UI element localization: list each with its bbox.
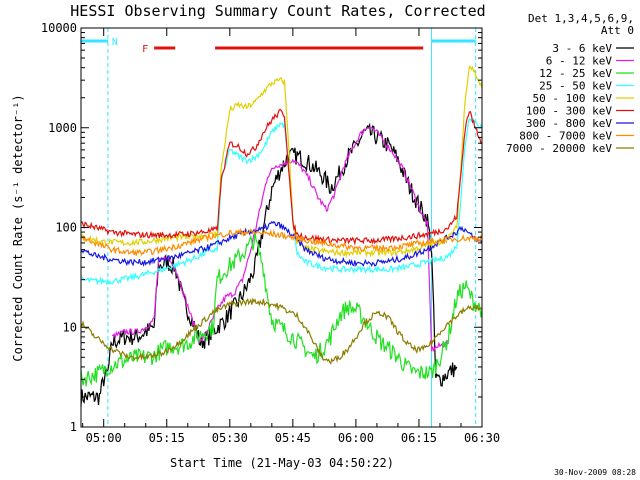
legend-entry: 800 - 7000 keV — [519, 130, 612, 143]
legend-entry: 50 - 100 keV — [533, 92, 613, 105]
series-line — [80, 108, 482, 246]
y-tick-label: 100 — [55, 221, 77, 235]
x-tick-label: 05:45 — [275, 431, 311, 445]
series-line — [80, 231, 483, 387]
x-tick-label: 05:15 — [149, 431, 185, 445]
x-tick-label: 06:15 — [401, 431, 437, 445]
annotation-layer: NF — [81, 28, 477, 427]
legend-entry: 25 - 50 keV — [539, 80, 612, 93]
series-line — [80, 122, 458, 406]
series-line — [80, 227, 483, 257]
series-line — [80, 220, 483, 268]
series-line — [80, 297, 483, 365]
legend-entry: 7000 - 20000 keV — [506, 142, 612, 155]
legend-header: Att 0 — [601, 24, 634, 37]
y-axis-label: Corrected Count Rate (s⁻¹ detector⁻¹) — [11, 94, 25, 361]
x-tick-label: 06:00 — [338, 431, 374, 445]
x-tick-label: 06:30 — [464, 431, 500, 445]
x-tick-label: 05:30 — [212, 431, 248, 445]
y-tick-label: 1000 — [48, 121, 77, 135]
x-tick-label: 05:00 — [86, 431, 122, 445]
y-tick-label: 10000 — [41, 21, 77, 35]
chart-title: HESSI Observing Summary Count Rates, Cor… — [70, 2, 485, 20]
footer-timestamp: 30-Nov-2009 08:28 — [554, 468, 636, 477]
legend-entry: 300 - 800 keV — [526, 117, 612, 130]
x-axis-label: Start Time (21-May-03 04:50:22) — [170, 456, 394, 470]
legend-header: Det 1,3,4,5,6,9, — [528, 12, 634, 25]
series-layer — [80, 65, 483, 406]
series-line — [111, 126, 449, 352]
legend-entry: 100 - 300 keV — [526, 105, 612, 118]
legend-entry: 12 - 25 keV — [539, 67, 612, 80]
series-line — [80, 117, 483, 286]
legend-entry: 6 - 12 keV — [546, 55, 613, 68]
night-label: N — [112, 37, 118, 48]
y-tick-label: 1 — [70, 420, 77, 434]
tick-layer: 05:00 05:15 05:30 05:45 06:00 06:15 06:30 1 10 10… — [41, 21, 500, 445]
legend-entry: 3 - 6 keV — [552, 42, 612, 55]
series-line — [80, 65, 483, 258]
y-tick-label: 10 — [63, 320, 77, 334]
flare-label: F — [142, 44, 148, 55]
